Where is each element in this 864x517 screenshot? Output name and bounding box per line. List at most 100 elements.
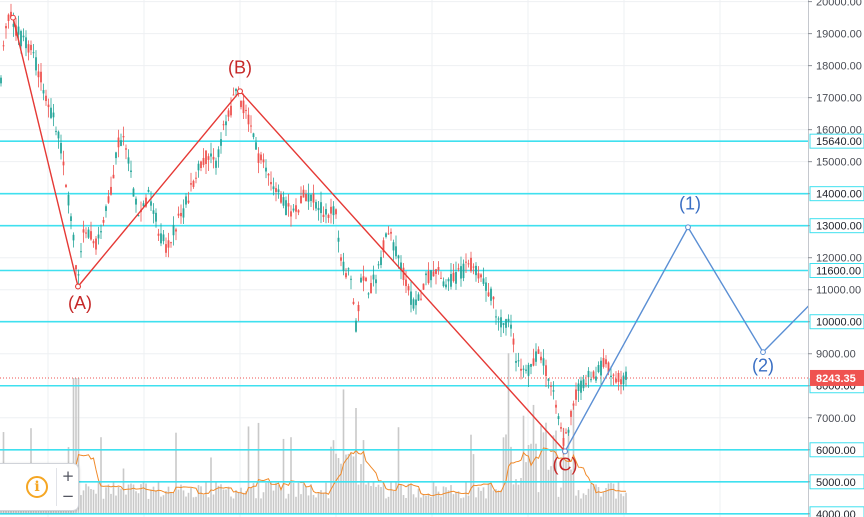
volume-bar xyxy=(142,481,145,513)
candle-body xyxy=(420,298,422,300)
candle-body xyxy=(372,274,375,280)
candle-body xyxy=(347,268,350,270)
volume-bar xyxy=(242,492,245,513)
candle-body xyxy=(585,383,587,385)
volume-bar xyxy=(232,498,235,513)
volume-bar xyxy=(380,486,382,513)
candle-body xyxy=(7,14,10,21)
volume-bar xyxy=(622,496,625,513)
candle-body xyxy=(167,240,170,248)
candle-body xyxy=(22,35,25,38)
volume-bar xyxy=(385,498,387,513)
candle-body xyxy=(315,202,317,209)
volume-bar xyxy=(332,440,335,513)
volume-bar xyxy=(502,437,505,513)
candle-body xyxy=(245,109,247,111)
volume-bar xyxy=(152,486,155,513)
volume-bar xyxy=(270,481,272,513)
candle-body xyxy=(57,131,60,139)
zoom-in-button[interactable]: + xyxy=(61,467,75,485)
candle-body xyxy=(302,189,305,198)
candle-body xyxy=(100,231,102,233)
volume-bar xyxy=(607,483,610,513)
wave-lines xyxy=(10,14,864,455)
volume-bar xyxy=(102,498,105,513)
volume-bar xyxy=(515,479,517,513)
volume-bar xyxy=(292,483,295,513)
candle-body xyxy=(365,277,367,282)
candle-body xyxy=(472,266,475,268)
candle-body xyxy=(242,100,245,114)
volume-bar xyxy=(265,482,267,513)
candle-body xyxy=(455,272,457,284)
candle-body xyxy=(35,57,37,71)
candle-body xyxy=(450,274,452,287)
candle-body xyxy=(382,240,385,253)
candle-body xyxy=(497,318,500,320)
price-tick-label: 11000.00 xyxy=(816,285,861,297)
volume-bar xyxy=(420,497,422,513)
candle-body xyxy=(190,183,192,185)
volume-bar xyxy=(245,491,247,513)
candle-body xyxy=(52,112,55,118)
volume-bar xyxy=(105,487,107,513)
candle-body xyxy=(295,205,297,212)
level-price-badge xyxy=(809,314,864,330)
volume-bar xyxy=(525,462,527,513)
zoom-out-button[interactable]: − xyxy=(61,487,75,505)
candle-body xyxy=(500,317,502,328)
volume-bar xyxy=(570,469,572,513)
current-price-badge xyxy=(810,369,864,386)
candle-body xyxy=(112,174,115,179)
volume-bar xyxy=(192,497,195,513)
volume-bar xyxy=(330,446,332,513)
volume-bar xyxy=(140,484,142,513)
volume-bar xyxy=(462,497,465,513)
candle-body xyxy=(320,202,322,214)
candle-body xyxy=(457,268,460,270)
candle-body xyxy=(95,238,97,250)
candle-body xyxy=(375,279,377,284)
volume-bar xyxy=(92,489,95,513)
candle-body xyxy=(360,277,362,283)
volume-bar xyxy=(310,484,312,513)
candle-body xyxy=(525,369,527,371)
volume-bar xyxy=(582,493,585,513)
volume-bar xyxy=(95,493,97,513)
candle-body xyxy=(40,71,42,83)
volume-bar xyxy=(367,481,370,513)
volume-bar xyxy=(115,495,117,513)
volume-bar xyxy=(537,492,540,513)
candle-body xyxy=(517,360,520,362)
candle-body xyxy=(567,430,570,433)
candle-body xyxy=(90,231,92,240)
volume-bar xyxy=(207,497,210,513)
candle-body xyxy=(37,71,40,78)
volume-bar xyxy=(605,487,607,513)
candle-body xyxy=(387,233,390,235)
volume-bar xyxy=(542,432,545,513)
candle-body xyxy=(222,124,225,126)
price-tick-label: 12000.00 xyxy=(816,253,862,265)
wave-label: (2) xyxy=(752,355,774,375)
volume-bar xyxy=(75,378,77,513)
volume-bar xyxy=(240,487,242,513)
candle-body xyxy=(220,139,222,146)
candle-body xyxy=(172,225,175,236)
candle-body xyxy=(410,291,412,305)
candle-body xyxy=(12,23,15,27)
volume-bar xyxy=(405,497,407,513)
candle-body xyxy=(535,351,537,362)
candle-body xyxy=(467,263,470,265)
candle-body xyxy=(145,197,147,207)
wave-line xyxy=(77,90,241,287)
candle-body xyxy=(312,193,315,203)
volume-bar xyxy=(165,491,167,513)
candle-body xyxy=(217,149,220,158)
candle-body xyxy=(270,181,272,185)
volume-bar xyxy=(490,483,492,513)
level-price-label: 15640.00 xyxy=(816,136,862,148)
info-circle-icon[interactable]: i xyxy=(26,476,48,498)
